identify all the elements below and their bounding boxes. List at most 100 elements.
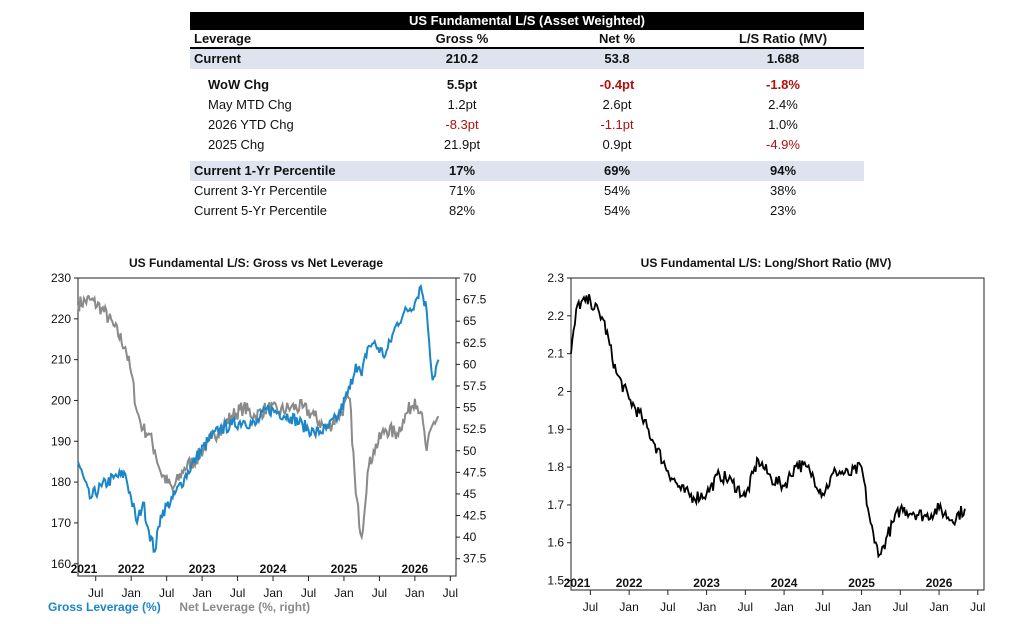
table-row: Current 210.2 53.8 1.688 (190, 49, 864, 69)
header-leverage: Leverage (194, 31, 252, 46)
cell-net: -0.4pt (599, 77, 635, 92)
row-label: WoW Chg (208, 77, 270, 92)
plot-frame (570, 277, 985, 591)
x-tick-label: Jan (405, 586, 424, 600)
year-label: 2024 (260, 562, 287, 576)
cell-gross: 210.2 (445, 51, 479, 66)
table-row: Current 3-Yr Percentile 71% 54% 38% (190, 181, 864, 201)
y-tick-label-left: 220 (51, 312, 71, 326)
x-tick-label: Jul (893, 600, 908, 614)
cell-net: 53.8 (604, 51, 630, 66)
header-ratio: L/S Ratio (MV) (738, 31, 828, 46)
x-tick-label: Jan (774, 600, 793, 614)
y-tick-label-right: 65 (463, 314, 477, 328)
cell-ratio: -4.9% (766, 137, 800, 152)
table-row: May MTD Chg 1.2pt 2.6pt 2.4% (190, 95, 864, 115)
year-label: 2025 (331, 562, 358, 576)
cell-ratio: 38% (769, 183, 797, 198)
x-tick-label: Jul (815, 600, 830, 614)
x-tick-label: Jul (88, 586, 103, 600)
x-tick-label: Jan (334, 586, 353, 600)
x-tick-label: Jan (929, 600, 948, 614)
x-tick-label: Jul (583, 600, 598, 614)
cell-net: 0.9pt (602, 137, 632, 152)
cell-gross: 17% (448, 163, 476, 178)
y-tick-label-right: 52.5 (463, 422, 487, 436)
table-title: US Fundamental L/S (Asset Weighted) (190, 12, 864, 30)
cell-net: 69% (603, 163, 631, 178)
cell-ratio: 94% (769, 163, 797, 178)
table-body: Current 210.2 53.8 1.688 WoW Chg 5.5pt -0.4pt -… (190, 49, 864, 221)
x-tick-label: Jan (697, 600, 716, 614)
chart-title: US Fundamental L/S: Gross vs Net Leverag… (129, 256, 383, 270)
legend: Gross Leverage (%) Net Leverage (%, righ… (48, 600, 310, 614)
y-tick-label: 2.2 (547, 309, 564, 323)
y-tick-label-right: 37.5 (463, 552, 487, 566)
cell-ratio: 1.688 (766, 51, 800, 66)
x-tick-label: Jul (738, 600, 753, 614)
y-tick-label-left: 170 (51, 516, 71, 530)
y-tick-label-right: 47.5 (463, 465, 487, 479)
cell-gross: 82% (448, 203, 476, 218)
x-tick-label: Jul (230, 586, 245, 600)
cell-gross: 71% (448, 183, 476, 198)
y-tick-label-right: 50 (463, 444, 477, 458)
y-tick-label: 1.9 (547, 422, 564, 436)
y-tick-label: 1.7 (547, 498, 564, 512)
x-tick-label: Jan (122, 586, 141, 600)
y-tick-label-right: 60 (463, 357, 477, 371)
summary-table: US Fundamental L/S (Asset Weighted) Leve… (190, 12, 864, 221)
y-tick-label-right: 42.5 (463, 509, 487, 523)
y-tick-label-right: 62.5 (463, 336, 487, 350)
row-label: May MTD Chg (208, 97, 292, 112)
y-tick-label: 1.8 (547, 460, 564, 474)
y-tick-label-left: 190 (51, 434, 71, 448)
y-tick-label: 1.5 (547, 574, 564, 588)
cell-gross: 1.2pt (447, 97, 477, 112)
plot-frame (77, 277, 457, 577)
cell-gross: 21.9pt (443, 137, 481, 152)
y-tick-label-right: 70 (463, 271, 477, 285)
y-tick-label-left: 180 (51, 475, 71, 489)
x-tick-label: Jul (372, 586, 387, 600)
cell-gross: -8.3pt (445, 117, 479, 132)
y-tick-label-right: 40 (463, 530, 477, 544)
year-label: 2026 (402, 562, 429, 576)
ls-ratio-line (570, 294, 966, 559)
year-label: 2023 (693, 576, 720, 590)
cell-ratio: 23% (769, 203, 797, 218)
cell-net: -1.1pt (600, 117, 634, 132)
cell-ratio: 1.0% (768, 117, 798, 132)
cell-ratio: -1.8% (766, 77, 800, 92)
year-label: 2022 (118, 562, 145, 576)
x-tick-label: Jul (660, 600, 675, 614)
x-tick-label: Jul (301, 586, 316, 600)
y-tick-label: 2 (557, 384, 564, 398)
year-label: 2021 (564, 576, 591, 590)
x-tick-label: Jul (159, 586, 174, 600)
year-label: 2024 (771, 576, 798, 590)
net-leverage-line (77, 294, 440, 541)
table-row: 2026 YTD Chg -8.3pt -1.1pt 1.0% (190, 115, 864, 135)
cell-net: 2.6pt (602, 97, 632, 112)
chart-title: US Fundamental L/S: Long/Short Ratio (MV… (641, 256, 892, 270)
gross-net-leverage-chart: US Fundamental L/S: Gross vs Net Leverag… (51, 256, 487, 600)
header-net: Net % (598, 31, 636, 46)
y-tick-label-left: 210 (51, 353, 71, 367)
long-short-ratio-chart: US Fundamental L/S: Long/Short Ratio (MV… (547, 256, 985, 614)
y-tick-label-right: 67.5 (463, 293, 487, 307)
row-label: Current 5-Yr Percentile (194, 203, 327, 218)
y-tick-label-right: 55 (463, 401, 477, 415)
y-tick-label-left: 160 (51, 557, 71, 571)
x-tick-label: Jul (443, 586, 458, 600)
cell-ratio: 2.4% (768, 97, 798, 112)
x-tick-label: Jan (192, 586, 211, 600)
legend-net: Net Leverage (%, right) (179, 600, 311, 614)
y-tick-label: 2.3 (547, 271, 564, 285)
header-gross: Gross % (435, 31, 489, 46)
y-tick-label-right: 57.5 (463, 379, 487, 393)
year-label: 2021 (71, 562, 98, 576)
row-label: Current 1-Yr Percentile (194, 163, 336, 178)
row-label: 2025 Chg (208, 137, 265, 152)
x-tick-label: Jan (263, 586, 282, 600)
